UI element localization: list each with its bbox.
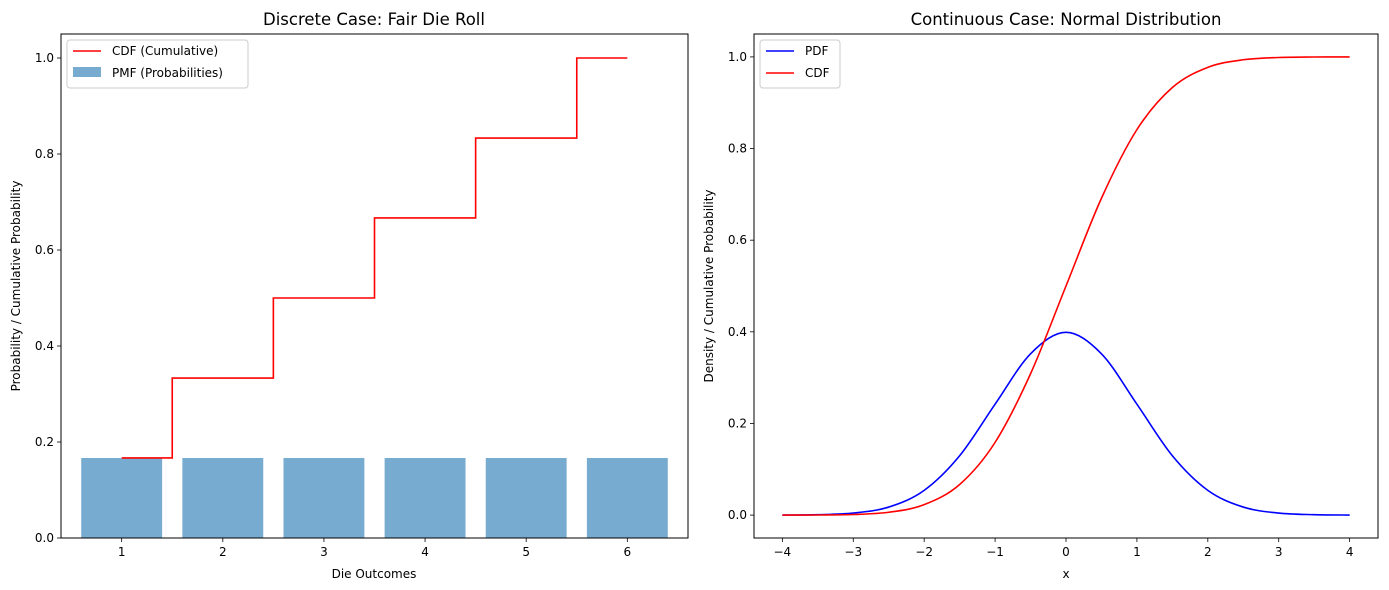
legend-patch-pmf (73, 67, 101, 77)
x-axis-label: Die Outcomes (332, 567, 417, 581)
pmf-bar (81, 457, 163, 538)
legend-box (759, 39, 841, 89)
y-tick-label: 0.6 (35, 243, 54, 257)
x-tick-label: 2 (1204, 545, 1212, 559)
plot-area (782, 56, 1350, 516)
legend-label-pmf: PMF (Probabilities) (112, 66, 223, 80)
y-tick-label: 0.4 (728, 325, 747, 339)
legend-box (66, 39, 249, 89)
y-axis-label: Probability / Cumulative Probability (9, 181, 23, 392)
x-tick-label: 3 (320, 545, 328, 559)
legend: PDF CDF (759, 39, 841, 89)
x-tick-label: 1 (118, 545, 126, 559)
pmf-bar (182, 457, 264, 538)
chart-title: Continuous Case: Normal Distribution (911, 10, 1222, 29)
legend-label-cdf: CDF (Cumulative) (112, 44, 218, 58)
x-tick-label: 4 (1346, 545, 1354, 559)
y-axis-label: Density / Cumulative Probability (702, 189, 716, 382)
x-axis-label: x (1062, 567, 1069, 581)
y-tick-label: 1.0 (728, 50, 747, 64)
y-tick-label: 0.2 (35, 435, 54, 449)
pdf-curve (782, 331, 1350, 516)
x-tick-label: 0 (1062, 545, 1070, 559)
y-tick-label: 0.0 (35, 531, 54, 545)
cdf-curve (782, 56, 1350, 516)
x-tick-label: −3 (844, 545, 862, 559)
cdf-step-line (121, 57, 628, 459)
y-tick-label: 0.6 (728, 233, 747, 247)
legend-label-pdf: PDF (805, 44, 828, 58)
y-tick-label: 0.0 (728, 508, 747, 522)
x-tick-label: 6 (624, 545, 632, 559)
y-axis-ticks: 0.0 0.2 0.4 0.6 0.8 1.0 (728, 50, 754, 522)
chart-title: Discrete Case: Fair Die Roll (263, 10, 485, 29)
y-axis-ticks: 0.0 0.2 0.4 0.6 0.8 1.0 (35, 51, 61, 545)
legend: CDF (Cumulative) PMF (Probabilities) (66, 39, 249, 89)
x-tick-label: −2 (915, 545, 933, 559)
y-tick-label: 0.8 (728, 142, 747, 156)
pmf-bar (283, 457, 365, 538)
x-axis-ticks: −4 −3 −2 −1 0 1 2 3 4 (774, 538, 1354, 559)
y-tick-label: 0.2 (728, 416, 747, 430)
x-tick-label: 3 (1275, 545, 1283, 559)
plot-area (81, 57, 668, 538)
x-tick-label: 4 (421, 545, 429, 559)
pmf-bar (485, 457, 567, 538)
x-tick-label: −4 (774, 545, 792, 559)
x-tick-label: −1 (986, 545, 1004, 559)
x-tick-label: 5 (522, 545, 530, 559)
legend-label-cdf: CDF (805, 66, 830, 80)
x-tick-label: 2 (219, 545, 227, 559)
y-tick-label: 0.4 (35, 339, 54, 353)
continuous-panel: Continuous Case: Normal Distribution −4−… (702, 10, 1379, 581)
pmf-bar (384, 457, 466, 538)
x-axis-ticks: 1 2 3 4 5 6 (118, 538, 631, 559)
y-tick-label: 0.8 (35, 147, 54, 161)
y-tick-label: 1.0 (35, 51, 54, 65)
pmf-bar (586, 457, 668, 538)
x-tick-label: 1 (1133, 545, 1141, 559)
axes-frame (60, 33, 689, 539)
